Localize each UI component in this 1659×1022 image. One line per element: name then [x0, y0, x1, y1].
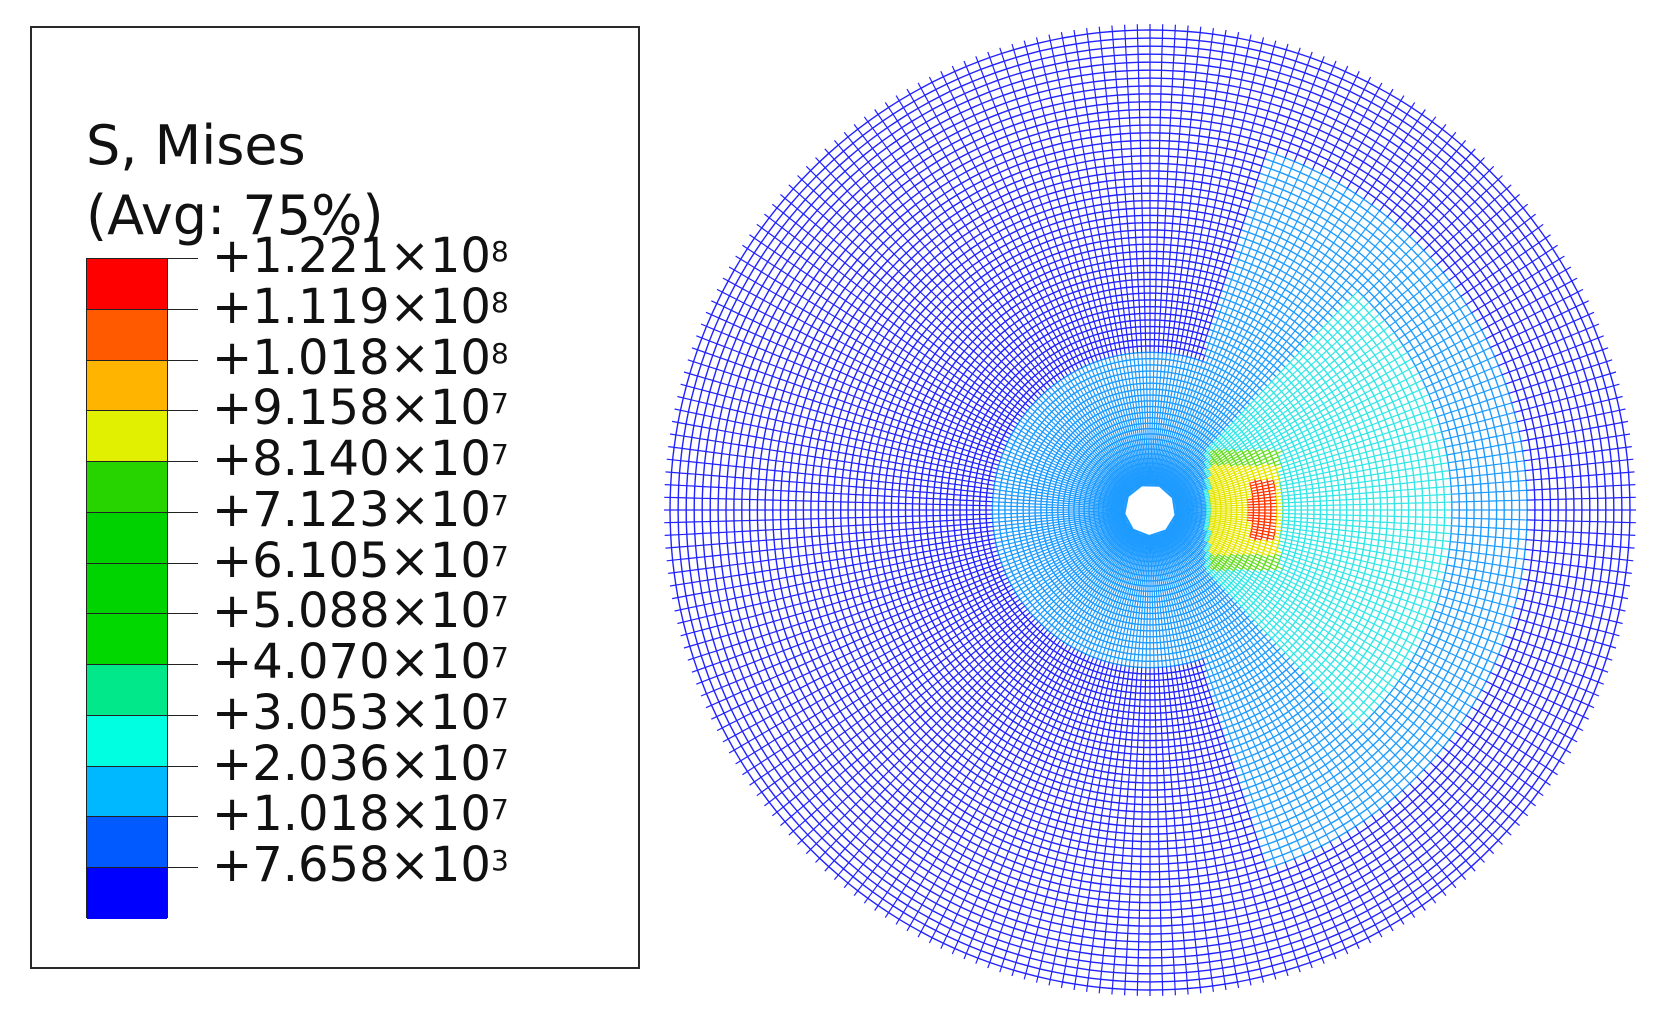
legend-level-times: ×10: [390, 330, 491, 386]
legend-swatch: [87, 360, 167, 412]
legend-swatch: [87, 462, 167, 513]
legend-swatch: [87, 259, 167, 310]
legend-level-mantissa: +1.119: [212, 279, 390, 335]
legend-color-bar: [86, 258, 168, 919]
legend-swatch: [87, 614, 167, 666]
legend-swatch: [87, 766, 167, 818]
legend-level-label: +1.221×108: [212, 232, 509, 280]
legend-level-times: ×10: [390, 279, 491, 335]
legend-swatch: [87, 665, 167, 716]
legend-level-label: +1.119×108: [212, 283, 509, 331]
legend-title-averaging: (Avg: 75%): [86, 186, 384, 246]
legend-swatch: [87, 868, 167, 919]
legend-level-label: +1.018×108: [212, 334, 509, 382]
legend-level-exponent: 8: [491, 337, 509, 370]
legend-swatch: [87, 411, 167, 463]
legend-tick: [168, 308, 198, 310]
legend-tick: [168, 410, 198, 412]
legend-swatch: [87, 715, 167, 767]
legend-level-mantissa: +9.158: [212, 380, 390, 436]
legend-swatch: [87, 563, 167, 615]
legend-level-exponent: 7: [491, 387, 509, 420]
legend-level-label: +9.158×107: [212, 384, 509, 432]
legend-level-times: ×10: [390, 228, 491, 284]
legend-swatch: [87, 817, 167, 869]
legend-title-variable: S, Mises: [86, 116, 306, 176]
legend-level-times: ×10: [390, 380, 491, 436]
legend-tick: [168, 359, 198, 361]
legend-swatch: [87, 309, 167, 361]
legend-level-mantissa: +1.221: [212, 228, 390, 284]
legend-level-mantissa: +1.018: [212, 330, 390, 386]
legend-box: S, Mises (Avg: 75%) +1.221×108 +1.119×108…: [30, 26, 640, 969]
legend-tick: [168, 461, 198, 463]
legend-tick: [168, 258, 198, 259]
legend-level-exponent: 8: [491, 286, 509, 319]
legend-level-label: +8.140×107: [212, 435, 509, 483]
legend-swatch: [87, 512, 167, 564]
legend-level-exponent: 8: [491, 235, 509, 268]
